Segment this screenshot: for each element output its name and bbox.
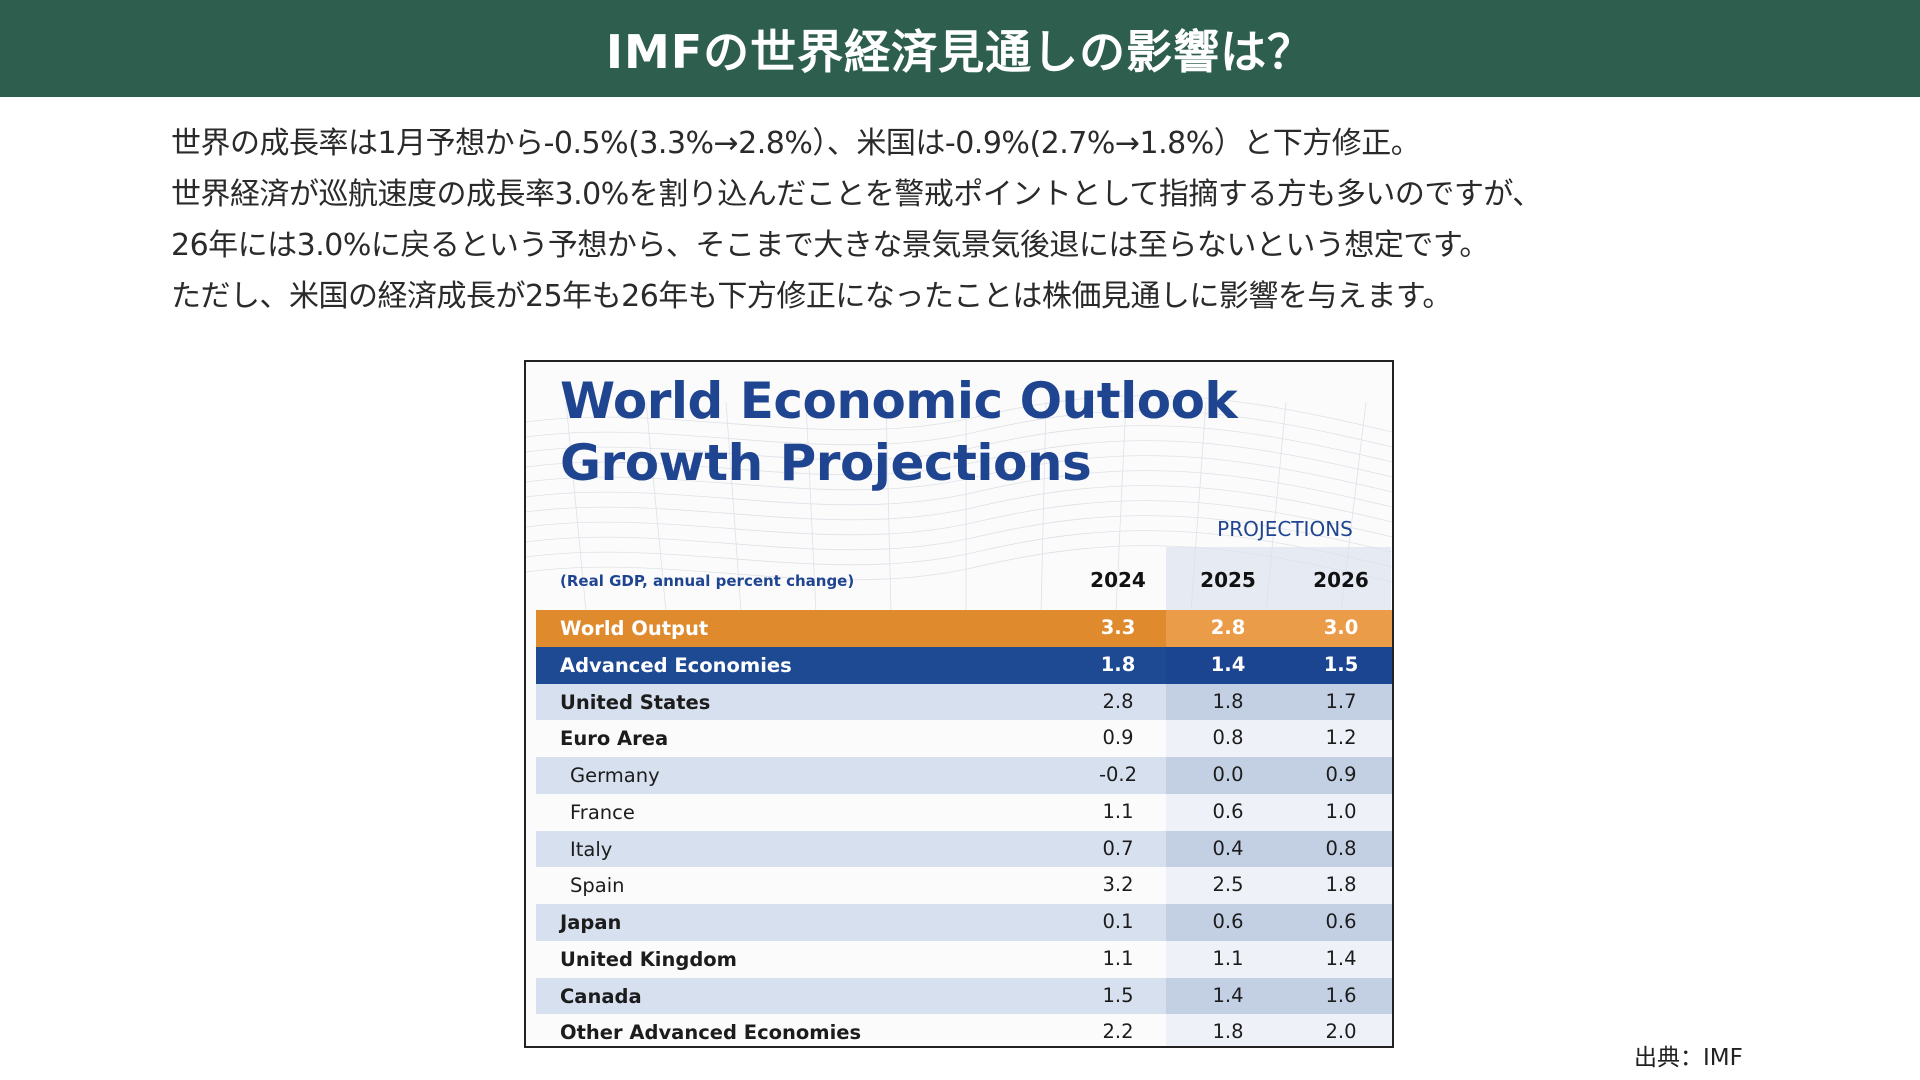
body-text: 世界の成長率は1月予想から-0.5%(3.3%→2.8%）、米国は-0.9%(2… [171, 118, 1891, 322]
row-name: World Output [560, 617, 709, 640]
year-header-2026: 2026 [1313, 568, 1369, 592]
table-row: Italy 0.7 0.4 0.8 [536, 830, 1392, 868]
value-2025: 1.8 [1166, 683, 1290, 721]
value-2026: 2.0 [1290, 1014, 1392, 1046]
value-2026: 1.5 [1290, 646, 1392, 684]
row-name: United Kingdom [560, 947, 738, 971]
row-name: Other Advanced Economies [560, 1021, 862, 1045]
value-2026: 1.8 [1290, 867, 1392, 904]
figure-title: World Economic Outlook Growth Projection… [560, 370, 1238, 494]
value-2025: 1.8 [1166, 1014, 1290, 1046]
value-2024: 0.9 [1102, 726, 1134, 750]
year-header-2024: 2024 [1090, 568, 1146, 592]
value-2024: 3.3 [1100, 616, 1136, 639]
value-2025: 1.1 [1166, 940, 1290, 978]
row-name: Germany [570, 764, 660, 787]
figure-title-line-1: World Economic Outlook [560, 372, 1238, 430]
value-2025: 2.5 [1166, 867, 1290, 904]
value-2025: 1.4 [1166, 977, 1290, 1015]
value-2025: 0.4 [1166, 830, 1290, 868]
row-name: Japan [560, 911, 622, 934]
table-row: Japan 0.1 0.6 0.6 [536, 904, 1392, 941]
value-2026: 3.0 [1290, 610, 1392, 647]
table-row: World Output 3.3 2.8 3.0 [536, 610, 1392, 647]
value-2024: 0.7 [1102, 836, 1134, 860]
slide-header: IMFの世界経済見通しの影響は？ [0, 0, 1920, 97]
value-2026: 1.2 [1290, 720, 1392, 757]
projections-table: World Output 3.3 2.8 3.0 Advanced Economies 1… [536, 610, 1392, 1046]
value-2024: 1.5 [1102, 983, 1134, 1007]
body-line-2: 世界経済が巡航速度の成長率3.0%を割り込んだことを警戒ポイントとして指摘する方… [171, 177, 1542, 212]
table-row: Germany -0.2 0.0 0.9 [536, 757, 1392, 794]
imf-growth-projections-figure: World Economic Outlook Growth Projection… [524, 360, 1394, 1048]
value-2026: 0.6 [1290, 904, 1392, 941]
value-2024: 1.8 [1100, 652, 1136, 676]
value-2025: 0.6 [1166, 904, 1290, 941]
table-row: Advanced Economies 1.8 1.4 1.5 [536, 646, 1392, 684]
value-2024: 3.2 [1102, 873, 1134, 897]
value-2024: -0.2 [1098, 763, 1138, 786]
row-name: United States [560, 690, 711, 714]
table-header-row: (Real GDP, annual percent change) 2024 2… [536, 562, 1392, 602]
table-row: Spain 3.2 2.5 1.8 [536, 867, 1392, 904]
value-2024: 2.8 [1102, 689, 1134, 713]
value-2026: 0.8 [1290, 830, 1392, 868]
value-2024: 0.1 [1102, 910, 1134, 933]
source-note: 出典：IMF [1634, 1045, 1743, 1071]
projections-label: PROJECTIONS [1217, 517, 1353, 541]
row-name: Canada [560, 984, 642, 1008]
value-2026: 1.7 [1290, 683, 1392, 721]
figure-title-line-2: Growth Projections [560, 434, 1092, 492]
row-name: Spain [570, 874, 625, 898]
row-name: Italy [570, 837, 613, 861]
value-2024: 1.1 [1102, 799, 1134, 823]
value-2026: 1.6 [1290, 977, 1392, 1015]
value-2025: 2.8 [1166, 610, 1290, 647]
row-name: Euro Area [560, 727, 669, 751]
body-line-3: 26年には3.0%に戻るという予想から、そこまで大きな景気景気後退には至らないと… [171, 228, 1489, 263]
year-header-2025: 2025 [1200, 568, 1256, 592]
body-line-4: ただし、米国の経済成長が25年も26年も下方修正になったことは株価見通しに影響を… [171, 279, 1452, 314]
table-row: Canada 1.5 1.4 1.6 [536, 977, 1392, 1015]
value-2024: 1.1 [1102, 946, 1134, 970]
value-2025: 1.4 [1166, 646, 1290, 684]
table-row: United States 2.8 1.8 1.7 [536, 683, 1392, 721]
row-name: Advanced Economies [560, 653, 792, 677]
table-row: United Kingdom 1.1 1.1 1.4 [536, 940, 1392, 978]
wave-mesh-background [526, 395, 1392, 612]
value-2026: 0.9 [1290, 757, 1392, 794]
value-2025: 0.6 [1166, 793, 1290, 831]
unit-label: (Real GDP, annual percent change) [560, 572, 855, 590]
value-2026: 1.4 [1290, 940, 1392, 978]
table-row: Other Advanced Economies 2.2 1.8 2.0 [536, 1014, 1392, 1046]
body-line-1: 世界の成長率は1月予想から-0.5%(3.3%→2.8%）、米国は-0.9%(2… [171, 126, 1421, 161]
value-2024: 2.2 [1102, 1020, 1134, 1044]
slide-title: IMFの世界経済見通しの影響は？ [605, 24, 1315, 79]
table-row: France 1.1 0.6 1.0 [536, 793, 1392, 831]
value-2026: 1.0 [1290, 793, 1392, 831]
table-row: Euro Area 0.9 0.8 1.2 [536, 720, 1392, 757]
value-2025: 0.0 [1166, 757, 1290, 794]
value-2025: 0.8 [1166, 720, 1290, 757]
row-name: France [570, 800, 635, 824]
